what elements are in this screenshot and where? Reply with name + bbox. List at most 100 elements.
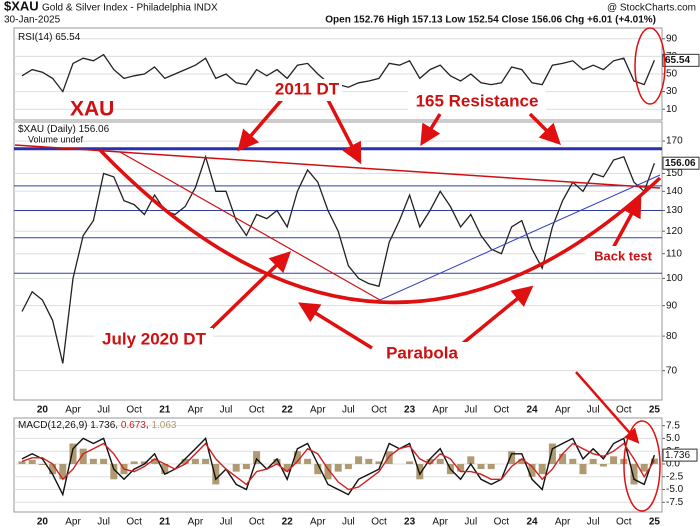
x-tick-label: Jul bbox=[97, 517, 110, 528]
histogram-bar bbox=[18, 461, 26, 464]
parabola-curve bbox=[98, 148, 662, 305]
index-name: Gold & Silver Index - Philadelphia INDX bbox=[42, 3, 218, 14]
panel-title: MACD(12,26,9) 1.736, 0.673, 1.063 bbox=[18, 420, 177, 431]
histogram-bar bbox=[355, 456, 363, 464]
histogram-bar bbox=[385, 451, 393, 464]
last-value-box bbox=[662, 448, 698, 462]
arrow bbox=[460, 285, 534, 346]
histogram-bar bbox=[293, 451, 301, 464]
annotation-box bbox=[585, 246, 661, 268]
x-tick-label: Jul bbox=[587, 405, 600, 416]
y-tick-label: -2.5 bbox=[666, 471, 684, 482]
x-tick-label: Oct bbox=[371, 517, 387, 528]
histogram-bar bbox=[151, 458, 159, 464]
y-tick-label: -5.0 bbox=[666, 484, 684, 495]
histogram-bar bbox=[630, 463, 638, 485]
annotation: Parabola bbox=[386, 343, 458, 362]
histogram-bar bbox=[232, 463, 240, 472]
x-tick-label: Oct bbox=[249, 517, 265, 528]
y-tick-label: 5.0 bbox=[666, 433, 680, 444]
arrow bbox=[610, 195, 642, 251]
x-tick-label: 20 bbox=[37, 405, 49, 416]
histogram-bar bbox=[548, 443, 556, 464]
y-tick-label: 90 bbox=[666, 300, 678, 311]
x-tick-label: Jul bbox=[220, 517, 233, 528]
x-tick-label: Oct bbox=[616, 405, 632, 416]
annotation-box bbox=[95, 328, 213, 352]
panel-title-value: 1.063 bbox=[151, 420, 176, 431]
histogram-bar bbox=[467, 456, 475, 464]
histogram-bar bbox=[569, 458, 577, 464]
histogram-bar bbox=[528, 463, 536, 477]
histogram-bar bbox=[324, 463, 332, 480]
histogram-bar bbox=[436, 458, 444, 464]
x-tick-label: Jul bbox=[464, 517, 477, 528]
x-tick-label: Apr bbox=[432, 517, 448, 528]
x-tick-label: 21 bbox=[159, 517, 171, 528]
histogram-bar bbox=[416, 463, 424, 480]
histogram-bar bbox=[559, 453, 567, 464]
histogram-bar bbox=[487, 463, 495, 470]
panel-title-text: MACD(12,26,9) bbox=[18, 420, 87, 431]
data-line bbox=[21, 154, 656, 364]
x-tick-label: 22 bbox=[282, 405, 294, 416]
histogram-bar bbox=[365, 458, 373, 464]
symbol: $XAU bbox=[4, 0, 39, 13]
x-tick-label: Apr bbox=[310, 517, 326, 528]
panel-title-value: 1.736 bbox=[90, 420, 115, 431]
histogram-bar bbox=[253, 451, 261, 464]
histogram-bar bbox=[49, 463, 57, 475]
y-tick-label: -7.5 bbox=[666, 497, 684, 508]
x-tick-label: Oct bbox=[616, 517, 632, 528]
histogram-bar bbox=[273, 458, 281, 464]
histogram-bar bbox=[79, 448, 87, 464]
x-tick-label: Apr bbox=[555, 405, 571, 416]
x-tick-label: Oct bbox=[371, 405, 387, 416]
arrow bbox=[208, 251, 292, 332]
histogram-bar bbox=[242, 463, 250, 470]
histogram-bar bbox=[406, 461, 414, 464]
x-tick-label: Jul bbox=[220, 405, 233, 416]
histogram-bar bbox=[640, 463, 648, 472]
downtrend-line bbox=[119, 151, 381, 301]
histogram-bar bbox=[508, 451, 516, 464]
x-tick-label: 23 bbox=[404, 405, 416, 416]
x-tick-label: 20 bbox=[37, 517, 49, 528]
last-value-box bbox=[662, 156, 700, 170]
panel-title: $XAU (Daily) 156.06 bbox=[18, 124, 110, 135]
highlight-circle bbox=[623, 420, 661, 512]
x-tick-label: Oct bbox=[126, 405, 142, 416]
last-value-label: 156.06 bbox=[665, 158, 696, 169]
y-tick-label: 70 bbox=[666, 365, 678, 376]
panel-title-value: 0.673 bbox=[121, 420, 146, 431]
source: @ StockCharts.com bbox=[607, 3, 696, 14]
histogram-bar bbox=[344, 463, 352, 470]
histogram-bar bbox=[38, 463, 46, 465]
histogram-bar bbox=[538, 463, 546, 475]
x-tick-label: Jul bbox=[342, 517, 355, 528]
annotation-box bbox=[373, 342, 471, 366]
annotation-box bbox=[408, 91, 546, 113]
histogram-bar bbox=[140, 461, 148, 464]
histogram-bar bbox=[599, 463, 607, 467]
histogram-bar bbox=[579, 463, 587, 475]
plots: 1030507090RSI(14) 65.5465.54708090100110… bbox=[14, 32, 700, 528]
y-tick-label: 50 bbox=[666, 69, 678, 80]
annotation: 2011 DT bbox=[275, 79, 340, 98]
histogram-bar bbox=[589, 458, 597, 464]
x-tick-label: Oct bbox=[249, 405, 265, 416]
histogram-bar bbox=[69, 443, 77, 464]
histogram-bar bbox=[212, 463, 220, 485]
x-tick-label: Apr bbox=[65, 517, 81, 528]
histogram-bar bbox=[610, 456, 618, 464]
y-tick-label: 80 bbox=[666, 331, 678, 342]
panel-title-text: RSI(14) bbox=[18, 32, 52, 43]
y-tick-label: 7.5 bbox=[666, 420, 680, 431]
date: 30-Jan-2025 bbox=[4, 15, 61, 26]
histogram-bar bbox=[518, 458, 526, 464]
arrow bbox=[237, 94, 287, 152]
arrow bbox=[298, 302, 373, 350]
x-tick-label: Jul bbox=[587, 517, 600, 528]
data-line bbox=[21, 442, 655, 491]
